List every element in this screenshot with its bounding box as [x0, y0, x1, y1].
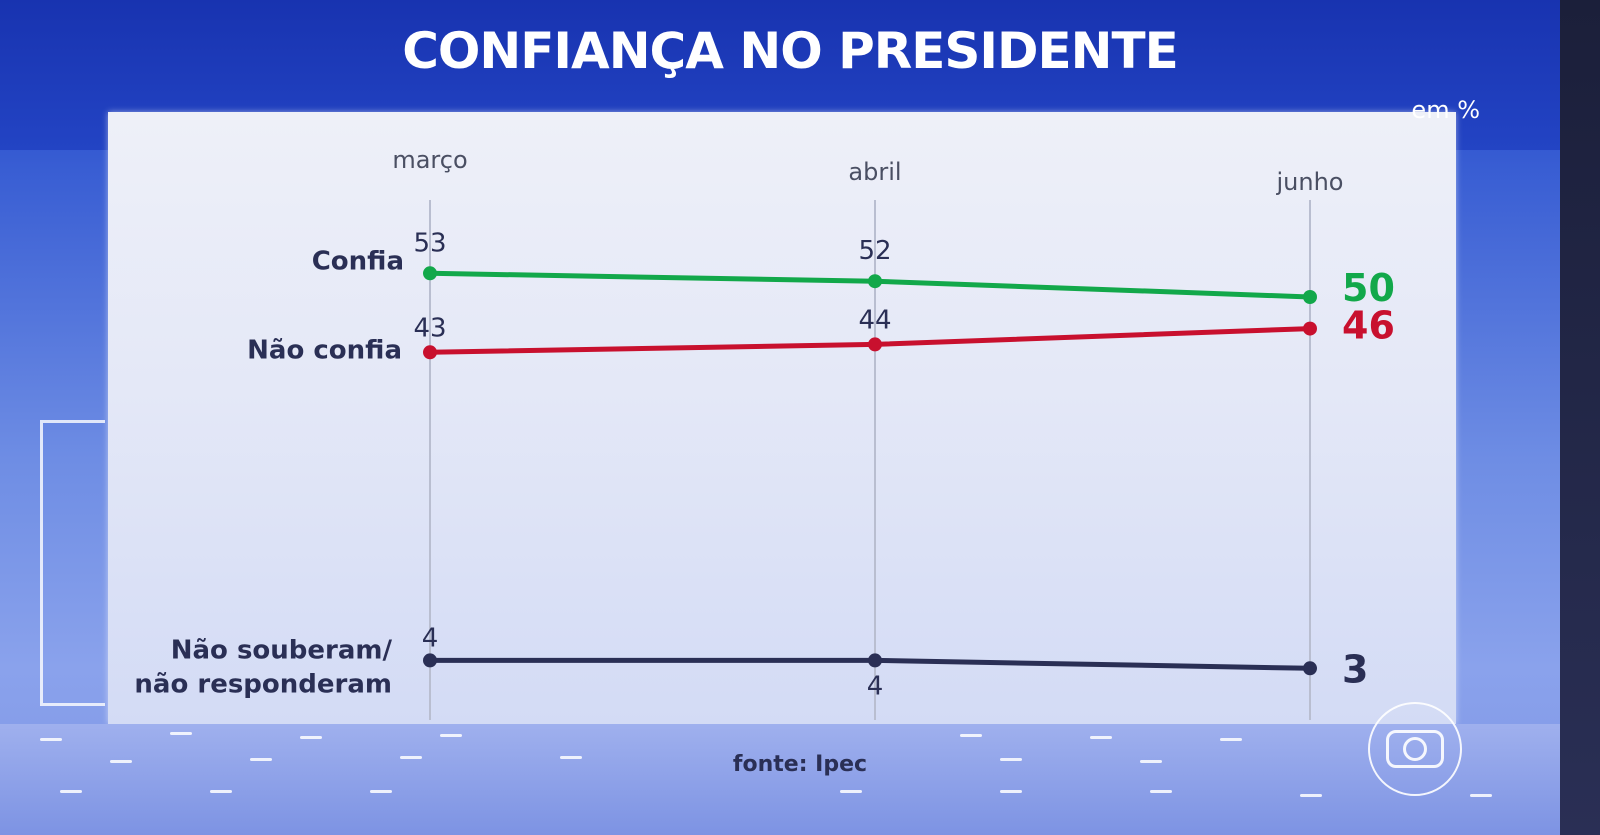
data-label: 4 [867, 671, 884, 701]
studio-decoration [40, 420, 105, 706]
broadcaster-logo-icon [1368, 702, 1462, 796]
x-tick-label: março [392, 146, 467, 174]
data-point [1303, 290, 1317, 304]
source-label: fonte: Ipec [732, 752, 868, 777]
x-tick-label: junho [1276, 168, 1344, 196]
x-tick-label: abril [848, 158, 901, 186]
studio-floor [0, 724, 1560, 835]
data-label: 50 [1342, 266, 1395, 310]
data-point [1303, 661, 1317, 676]
series-label: Não confia [247, 335, 402, 365]
data-label: 53 [413, 228, 446, 258]
data-point [868, 274, 882, 289]
series-label: Não souberam/não responderam [134, 635, 392, 699]
data-label: 44 [858, 305, 891, 335]
screen-bezel [1560, 0, 1600, 835]
data-point [1303, 321, 1317, 336]
data-point [423, 266, 437, 281]
unit-label: em % [1411, 96, 1480, 124]
data-point [423, 345, 437, 360]
data-label: 52 [858, 236, 891, 266]
data-point [868, 337, 882, 352]
data-point [423, 653, 437, 668]
data-label: 4 [422, 623, 439, 653]
chart-panel [108, 112, 1456, 724]
data-label: 46 [1342, 304, 1395, 348]
page-title: CONFIANÇA NO PRESIDENTE [402, 22, 1179, 80]
data-point [868, 653, 882, 668]
series-label: Confia [312, 246, 404, 276]
data-label: 43 [413, 313, 446, 343]
data-label: 3 [1342, 647, 1368, 691]
